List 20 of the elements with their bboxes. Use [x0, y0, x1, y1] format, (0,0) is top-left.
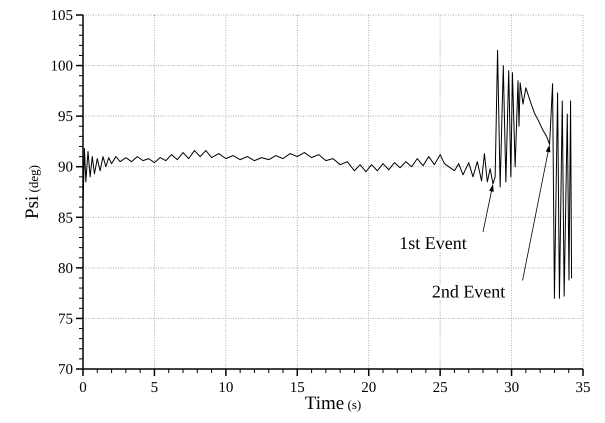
y-tick-label: 105 [50, 8, 73, 24]
x-tick-label: 0 [79, 380, 87, 396]
x-tick-label: 25 [432, 380, 448, 396]
x-tick-label: 35 [576, 380, 590, 396]
x-tick-label: 5 [150, 380, 158, 396]
x-tick-label: 10 [218, 380, 234, 396]
annotation: 2nd Event [432, 281, 506, 302]
x-tick-label: 20 [361, 380, 376, 396]
y-tick-label: 85 [58, 210, 73, 226]
y-tick-label: 90 [58, 160, 73, 176]
y-tick-label: 75 [58, 311, 73, 328]
y-tick-label: 95 [58, 109, 73, 126]
y-tick-label: 80 [58, 260, 73, 277]
x-tick-label: 15 [290, 380, 305, 396]
y-tick-label: 70 [58, 362, 73, 378]
annotation: 1st Event [399, 232, 467, 253]
y-axis-title: Psi (deg) [22, 165, 43, 219]
x-axis-title: Time (s) [304, 393, 362, 414]
x-tick-label: 30 [504, 380, 520, 396]
y-tick-label: 100 [50, 58, 73, 75]
